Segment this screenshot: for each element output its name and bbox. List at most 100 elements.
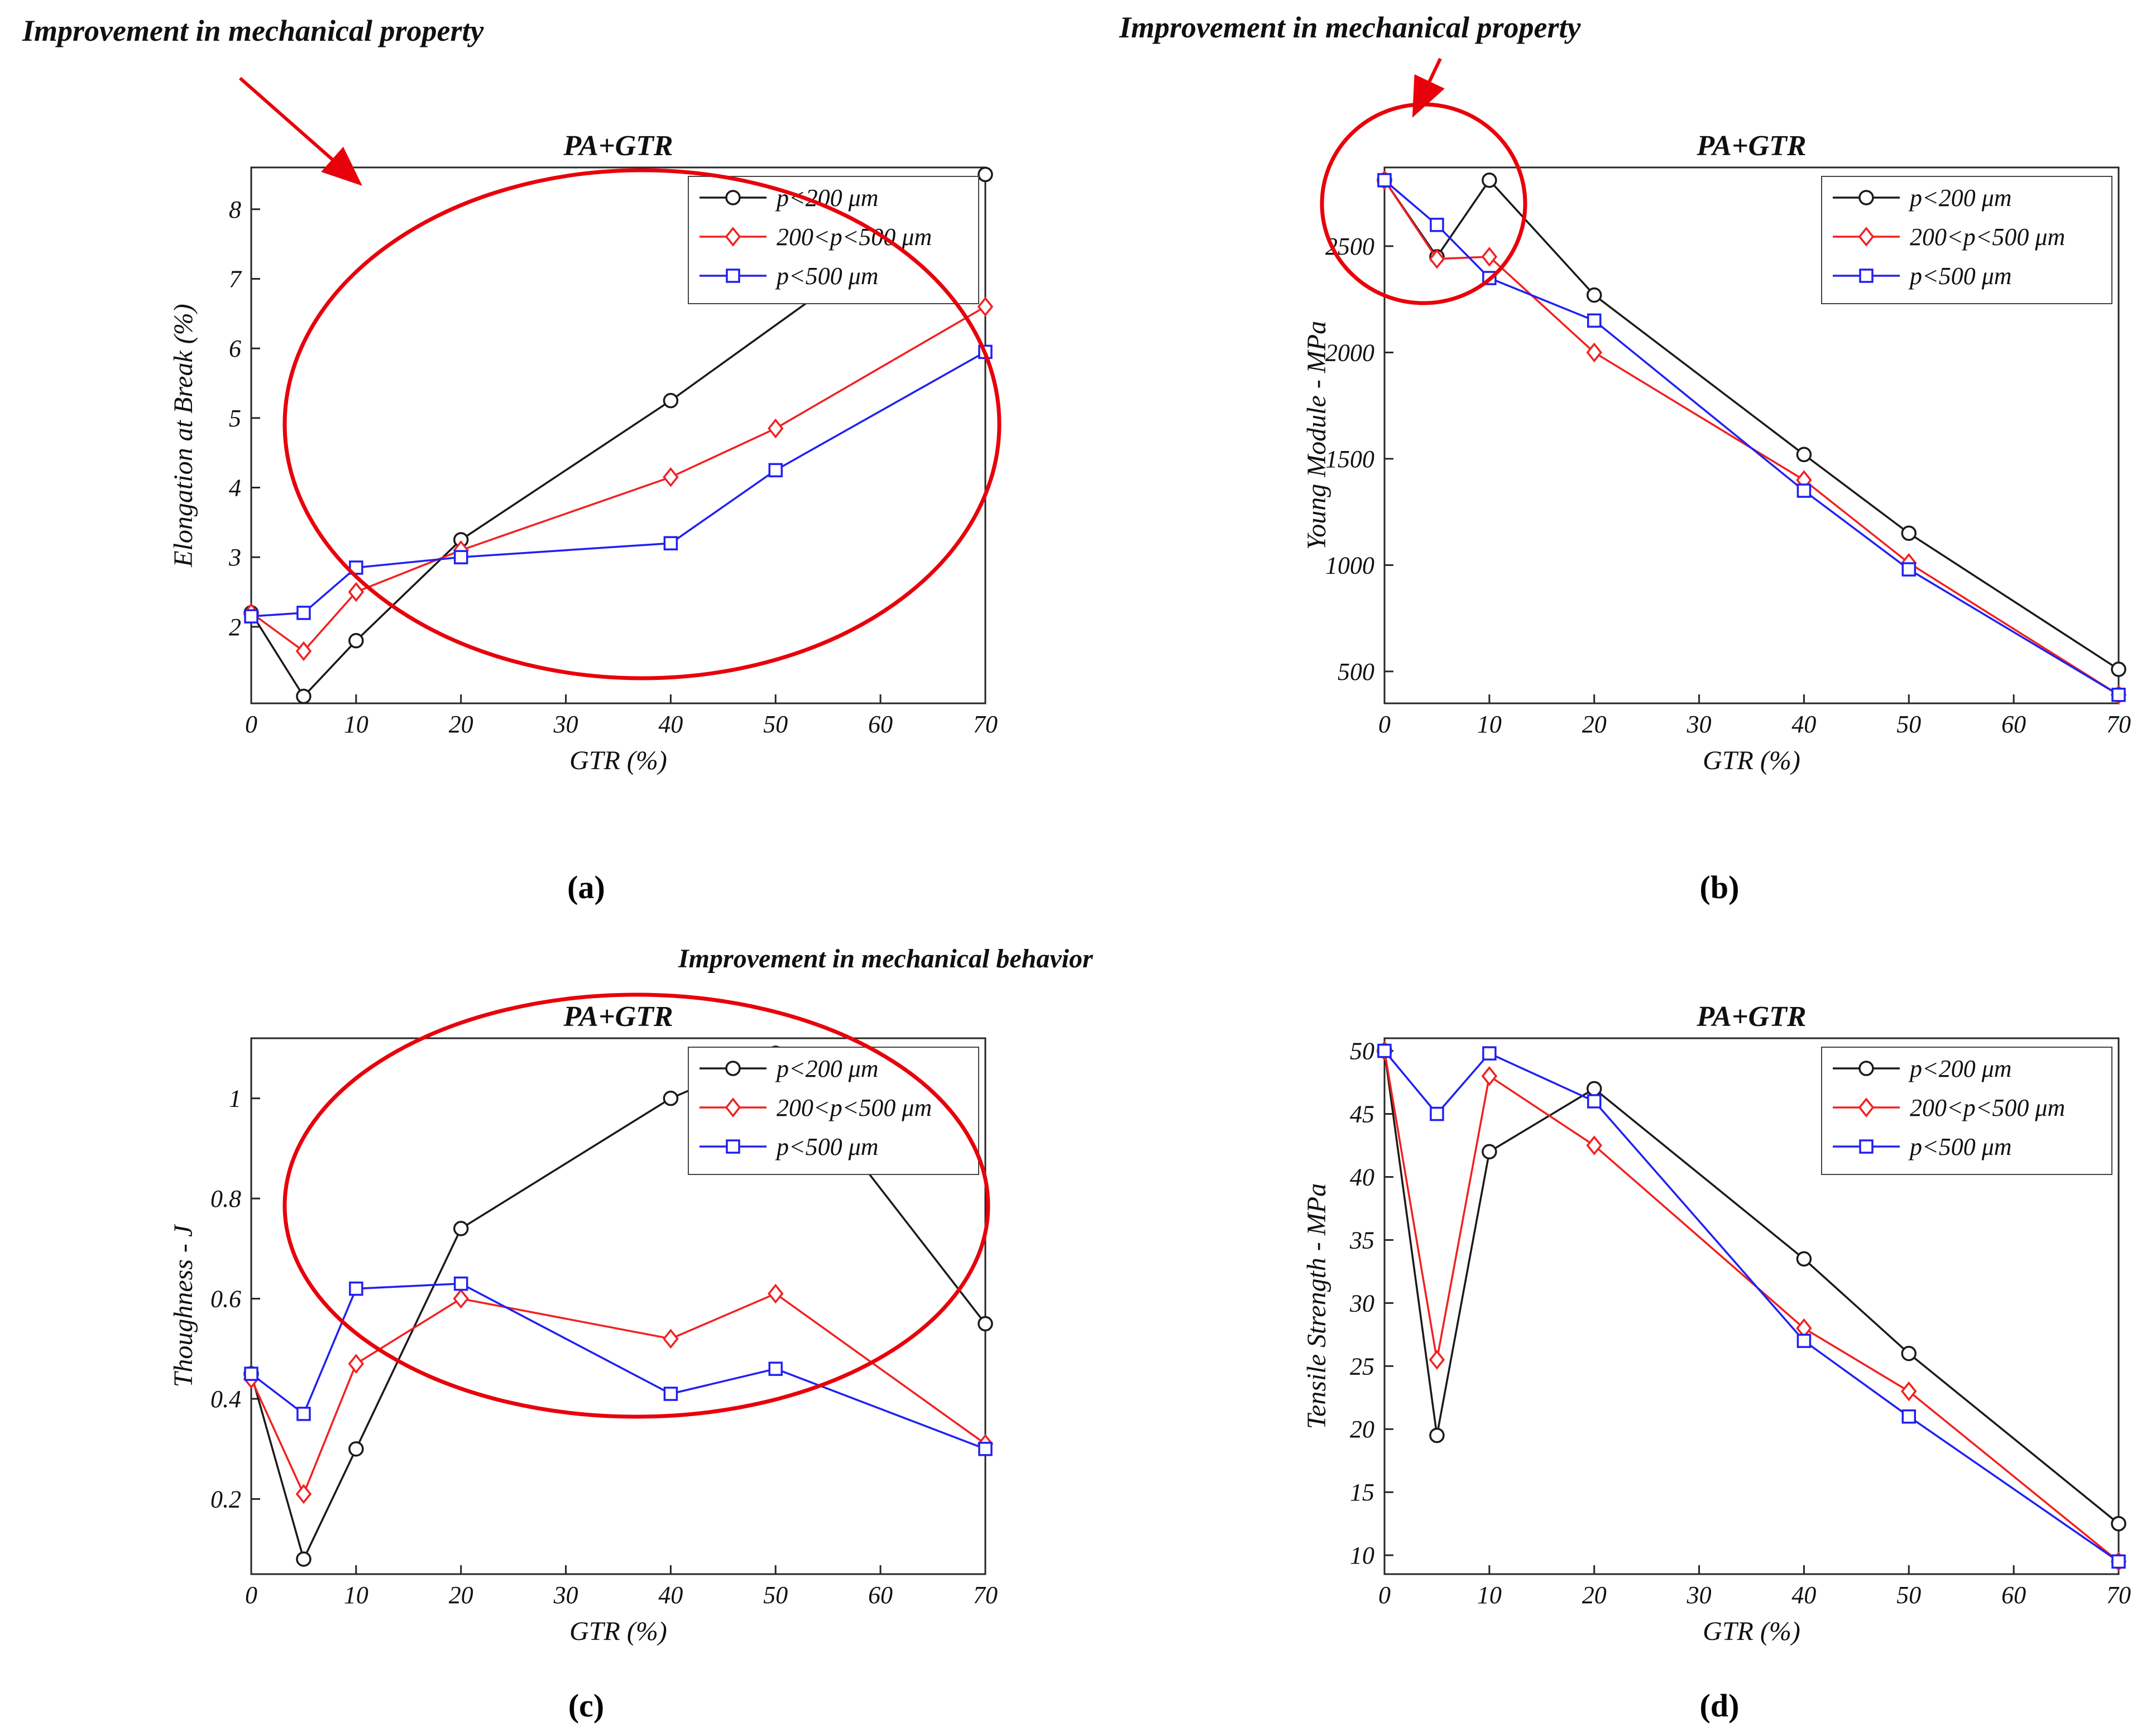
caption-a: (a) bbox=[567, 869, 605, 905]
svg-text:70: 70 bbox=[973, 1581, 998, 1609]
svg-text:0: 0 bbox=[1378, 711, 1391, 738]
svg-text:20: 20 bbox=[1350, 1416, 1374, 1443]
annotation-arrow bbox=[1412, 57, 1445, 118]
svg-text:40: 40 bbox=[1791, 1581, 1816, 1609]
svg-text:0.2: 0.2 bbox=[210, 1485, 241, 1513]
chart-svg-b: PA+GTR 0 10 20 30 40 50 60 70 500 1000 1500 2000 2500… bbox=[1302, 130, 2131, 775]
svg-text:0.6: 0.6 bbox=[210, 1286, 241, 1313]
svg-text:60: 60 bbox=[2001, 1581, 2026, 1609]
svg-text:60: 60 bbox=[2001, 711, 2026, 738]
svg-text:200<p<500 μm: 200<p<500 μm bbox=[1910, 1094, 2065, 1121]
svg-text:GTR (%): GTR (%) bbox=[1703, 1617, 1800, 1646]
legend: p<200 μm 200<p<500 μm p<500 μm bbox=[1821, 1047, 2112, 1175]
axes: PA+GTR 0 10 20 30 40 50 60 70 2 3 4 5 6 7 8 GTR (%) Elong… bbox=[169, 130, 998, 775]
svg-text:40: 40 bbox=[1350, 1163, 1374, 1191]
chart-c: PA+GTR 0 10 20 30 40 50 60 70 0.2 0.4 0.6 0.8 1 GTR (%… bbox=[167, 999, 1005, 1658]
svg-text:Tensile Strength - MPa: Tensile Strength - MPa bbox=[1302, 1183, 1331, 1429]
svg-text:PA+GTR: PA+GTR bbox=[563, 130, 673, 162]
caption-d: (d) bbox=[1699, 1687, 1740, 1724]
svg-text:PA+GTR: PA+GTR bbox=[1696, 1001, 1806, 1033]
svg-text:6: 6 bbox=[229, 335, 241, 362]
chart-b: PA+GTR 0 10 20 30 40 50 60 70 500 1000 1500 2000 2500… bbox=[1301, 128, 2138, 787]
svg-text:GTR (%): GTR (%) bbox=[1703, 746, 1800, 775]
svg-text:40: 40 bbox=[658, 711, 683, 738]
svg-text:60: 60 bbox=[868, 1581, 893, 1609]
svg-text:200<p<500 μm: 200<p<500 μm bbox=[1910, 223, 2065, 251]
svg-text:p<200 μm: p<200 μm bbox=[1908, 1055, 2012, 1082]
svg-text:Young Module - MPa: Young Module - MPa bbox=[1302, 321, 1331, 550]
svg-text:0.4: 0.4 bbox=[210, 1385, 241, 1413]
series-1 bbox=[243, 296, 994, 661]
svg-text:2000: 2000 bbox=[1325, 339, 1374, 366]
svg-text:70: 70 bbox=[2106, 1581, 2131, 1609]
series-1 bbox=[243, 1283, 994, 1504]
chart-svg-c: PA+GTR 0 10 20 30 40 50 60 70 0.2 0.4 0.6 0.8 1 GTR (%… bbox=[169, 1001, 998, 1646]
svg-text:10: 10 bbox=[344, 711, 368, 738]
svg-text:7: 7 bbox=[229, 265, 242, 292]
legend: p<200 μm 200<p<500 μm p<500 μm bbox=[688, 176, 979, 304]
series-2 bbox=[1377, 1043, 2126, 1569]
svg-text:1: 1 bbox=[229, 1085, 241, 1112]
svg-text:200<p<500 μm: 200<p<500 μm bbox=[777, 1094, 932, 1121]
svg-text:p<500 μm: p<500 μm bbox=[1908, 1133, 2012, 1160]
svg-text:0: 0 bbox=[245, 1581, 257, 1609]
svg-text:50: 50 bbox=[1896, 711, 1921, 738]
svg-text:30: 30 bbox=[1687, 711, 1712, 738]
svg-text:70: 70 bbox=[2106, 711, 2131, 738]
svg-text:45: 45 bbox=[1350, 1101, 1374, 1128]
svg-text:PA+GTR: PA+GTR bbox=[563, 1001, 673, 1033]
legend: p<200 μm 200<p<500 μm p<500 μm bbox=[688, 1047, 979, 1175]
svg-text:PA+GTR: PA+GTR bbox=[1696, 130, 1806, 162]
svg-text:10: 10 bbox=[1477, 1581, 1502, 1609]
annotation-text-c: Improvement in mechanical behavior bbox=[678, 944, 1093, 973]
chart-svg-a: PA+GTR 0 10 20 30 40 50 60 70 2 3 4 5 6 7 8 GTR (%) Elong… bbox=[169, 130, 998, 775]
svg-text:10: 10 bbox=[1477, 711, 1502, 738]
svg-text:Thoughness - J: Thoughness - J bbox=[169, 1224, 198, 1387]
svg-text:20: 20 bbox=[1582, 1581, 1607, 1609]
svg-text:30: 30 bbox=[1687, 1581, 1712, 1609]
svg-text:20: 20 bbox=[449, 711, 473, 738]
legend: p<200 μm 200<p<500 μm p<500 μm bbox=[1821, 176, 2112, 304]
svg-text:0.8: 0.8 bbox=[210, 1185, 241, 1212]
svg-text:30: 30 bbox=[553, 711, 578, 738]
svg-text:0: 0 bbox=[245, 711, 257, 738]
annotation-text-b: Improvement in mechanical property bbox=[1119, 11, 1581, 44]
svg-text:35: 35 bbox=[1349, 1226, 1374, 1254]
svg-text:20: 20 bbox=[1582, 711, 1607, 738]
caption-c: (c) bbox=[568, 1687, 605, 1724]
svg-text:200<p<500 μm: 200<p<500 μm bbox=[777, 223, 932, 251]
svg-text:50: 50 bbox=[1350, 1038, 1374, 1065]
svg-text:GTR (%): GTR (%) bbox=[569, 1617, 667, 1646]
svg-text:40: 40 bbox=[658, 1581, 683, 1609]
svg-text:40: 40 bbox=[1791, 711, 1816, 738]
svg-text:Elongation at Break (%): Elongation at Break (%) bbox=[169, 304, 198, 567]
svg-text:30: 30 bbox=[1349, 1289, 1374, 1317]
svg-text:p<200 μm: p<200 μm bbox=[1908, 184, 2012, 212]
svg-text:2: 2 bbox=[229, 613, 241, 641]
svg-text:15: 15 bbox=[1350, 1479, 1374, 1506]
svg-text:50: 50 bbox=[763, 1581, 788, 1609]
svg-text:8: 8 bbox=[229, 196, 241, 223]
svg-text:70: 70 bbox=[973, 711, 998, 738]
svg-text:50: 50 bbox=[763, 711, 788, 738]
svg-text:0: 0 bbox=[1378, 1581, 1391, 1609]
svg-text:20: 20 bbox=[449, 1581, 473, 1609]
svg-text:10: 10 bbox=[344, 1581, 368, 1609]
svg-text:3: 3 bbox=[228, 544, 241, 571]
svg-text:60: 60 bbox=[868, 711, 893, 738]
svg-text:p<200 μm: p<200 μm bbox=[775, 184, 879, 212]
svg-text:10: 10 bbox=[1350, 1542, 1374, 1569]
series-0 bbox=[1377, 1043, 2126, 1532]
svg-text:p<500 μm: p<500 μm bbox=[775, 262, 879, 290]
svg-text:p<500 μm: p<500 μm bbox=[1908, 262, 2012, 290]
series-1 bbox=[1376, 1040, 2127, 1572]
svg-text:1500: 1500 bbox=[1325, 445, 1374, 473]
svg-text:4: 4 bbox=[229, 474, 241, 502]
svg-text:GTR (%): GTR (%) bbox=[569, 746, 667, 775]
svg-text:500: 500 bbox=[1338, 658, 1374, 685]
svg-text:p<200 μm: p<200 μm bbox=[775, 1055, 879, 1082]
svg-text:50: 50 bbox=[1896, 1581, 1921, 1609]
svg-text:p<500 μm: p<500 μm bbox=[775, 1133, 879, 1160]
